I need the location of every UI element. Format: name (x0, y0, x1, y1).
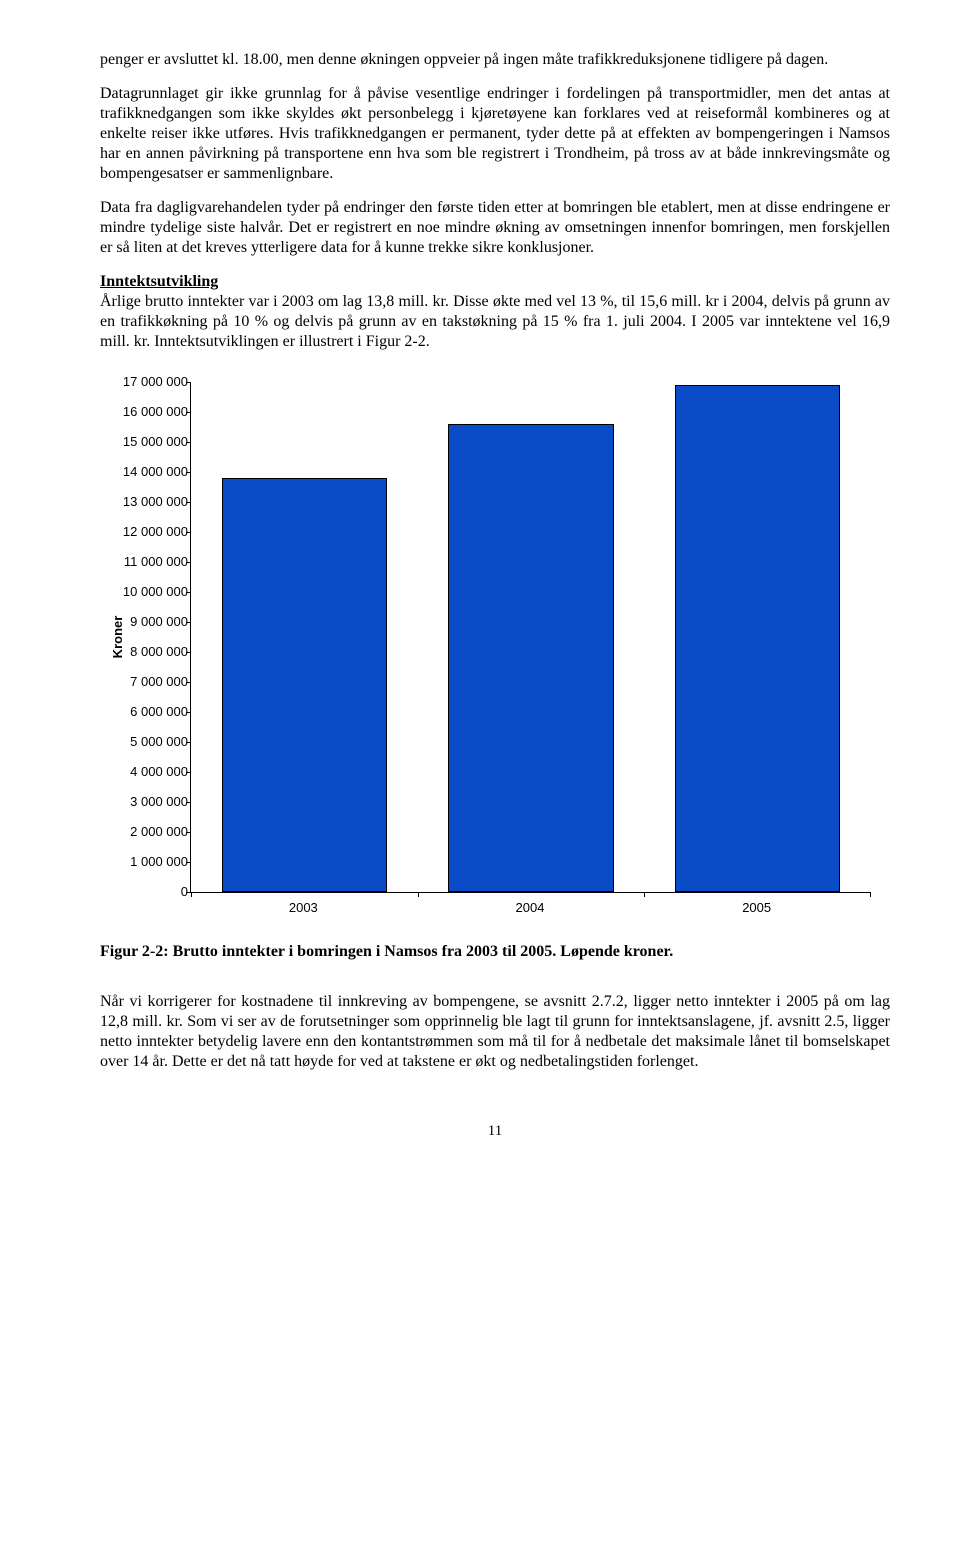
y-tick-label: 17 000 000 (123, 374, 188, 390)
y-tick-label: 15 000 000 (123, 434, 188, 450)
y-tick-label: 12 000 000 (123, 524, 188, 540)
y-tick-label: 14 000 000 (123, 464, 188, 480)
y-tick-label: 9 000 000 (130, 614, 188, 630)
body-paragraph: Data fra dagligvarehandelen tyder på end… (100, 198, 890, 258)
page-number: 11 (100, 1122, 890, 1141)
chart-bar (222, 478, 387, 892)
y-tick-label: 3 000 000 (130, 794, 188, 810)
y-tick-label: 8 000 000 (130, 644, 188, 660)
body-paragraph: Når vi korrigerer for kostnadene til inn… (100, 992, 890, 1072)
figure-caption: Figur 2-2: Brutto inntekter i bomringen … (100, 942, 890, 962)
y-tick-label: 5 000 000 (130, 734, 188, 750)
x-axis-label: 2003 (289, 900, 318, 916)
plot-area (190, 382, 871, 893)
y-tick-label: 1 000 000 (130, 854, 188, 870)
x-tick-mark (418, 892, 419, 897)
section-heading: Inntektsutvikling (100, 272, 890, 292)
x-axis-label: 2005 (742, 900, 771, 916)
x-tick-mark (870, 892, 871, 897)
y-tick-label: 7 000 000 (130, 674, 188, 690)
body-paragraph: Datagrunnlaget gir ikke grunnlag for å p… (100, 84, 890, 184)
body-paragraph: penger er avsluttet kl. 18.00, men denne… (100, 50, 890, 70)
x-tick-mark (644, 892, 645, 897)
y-tick-label: 6 000 000 (130, 704, 188, 720)
chart-bar (448, 424, 613, 892)
y-tick-label: 11 000 000 (124, 554, 188, 570)
y-tick-label: 10 000 000 (123, 584, 188, 600)
y-tick-label: 16 000 000 (123, 404, 188, 420)
y-tick-label: 2 000 000 (130, 824, 188, 840)
chart-bar (675, 385, 840, 892)
x-axis-label: 2004 (516, 900, 545, 916)
revenue-chart: Kroner 0 1 000 000 2 000 000 3 000 000 4 000 … (100, 372, 890, 932)
y-tick-label: 13 000 000 (123, 494, 188, 510)
y-tick-label: 0 (181, 884, 188, 900)
y-tick-label: 4 000 000 (130, 764, 188, 780)
x-tick-mark (191, 892, 192, 897)
y-axis-title: Kroner (110, 616, 126, 659)
body-paragraph: Årlige brutto inntekter var i 2003 om la… (100, 292, 890, 352)
